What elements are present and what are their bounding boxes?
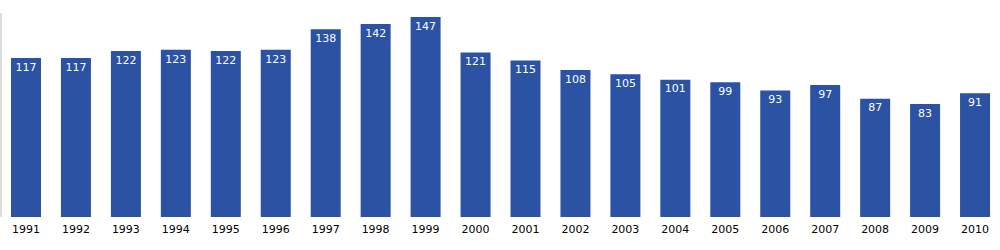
svg-text:91: 91 [968, 96, 982, 109]
svg-text:122: 122 [115, 54, 136, 67]
svg-text:1994: 1994 [162, 223, 190, 236]
svg-text:1991: 1991 [12, 223, 40, 236]
svg-text:142: 142 [365, 27, 386, 40]
svg-text:105: 105 [615, 77, 636, 90]
svg-text:123: 123 [165, 53, 186, 66]
svg-text:2005: 2005 [711, 223, 739, 236]
svg-text:87: 87 [868, 101, 882, 114]
svg-text:2000: 2000 [462, 223, 490, 236]
svg-text:2008: 2008 [861, 223, 889, 236]
svg-text:138: 138 [315, 32, 336, 45]
svg-text:108: 108 [565, 73, 586, 86]
svg-text:1997: 1997 [312, 223, 340, 236]
svg-text:2003: 2003 [611, 223, 639, 236]
svg-text:123: 123 [265, 53, 286, 66]
svg-text:122: 122 [215, 54, 236, 67]
svg-text:1992: 1992 [62, 223, 90, 236]
svg-text:1996: 1996 [262, 223, 290, 236]
svg-text:1995: 1995 [212, 223, 240, 236]
svg-text:115: 115 [515, 63, 536, 76]
svg-text:2004: 2004 [661, 223, 689, 236]
svg-text:117: 117 [16, 61, 37, 74]
svg-text:121: 121 [465, 55, 486, 68]
svg-text:83: 83 [918, 107, 932, 120]
svg-text:2009: 2009 [911, 223, 939, 236]
svg-text:1999: 1999 [412, 223, 440, 236]
svg-text:99: 99 [718, 85, 732, 98]
svg-text:1993: 1993 [112, 223, 140, 236]
svg-text:2002: 2002 [561, 223, 589, 236]
svg-text:2010: 2010 [961, 223, 989, 236]
svg-text:117: 117 [65, 61, 86, 74]
svg-text:2001: 2001 [511, 223, 539, 236]
svg-text:2006: 2006 [761, 223, 789, 236]
svg-text:147: 147 [415, 20, 436, 33]
svg-text:97: 97 [818, 88, 832, 101]
svg-text:93: 93 [768, 93, 782, 106]
svg-text:101: 101 [665, 82, 686, 95]
svg-text:1998: 1998 [362, 223, 390, 236]
svg-text:2007: 2007 [811, 223, 839, 236]
